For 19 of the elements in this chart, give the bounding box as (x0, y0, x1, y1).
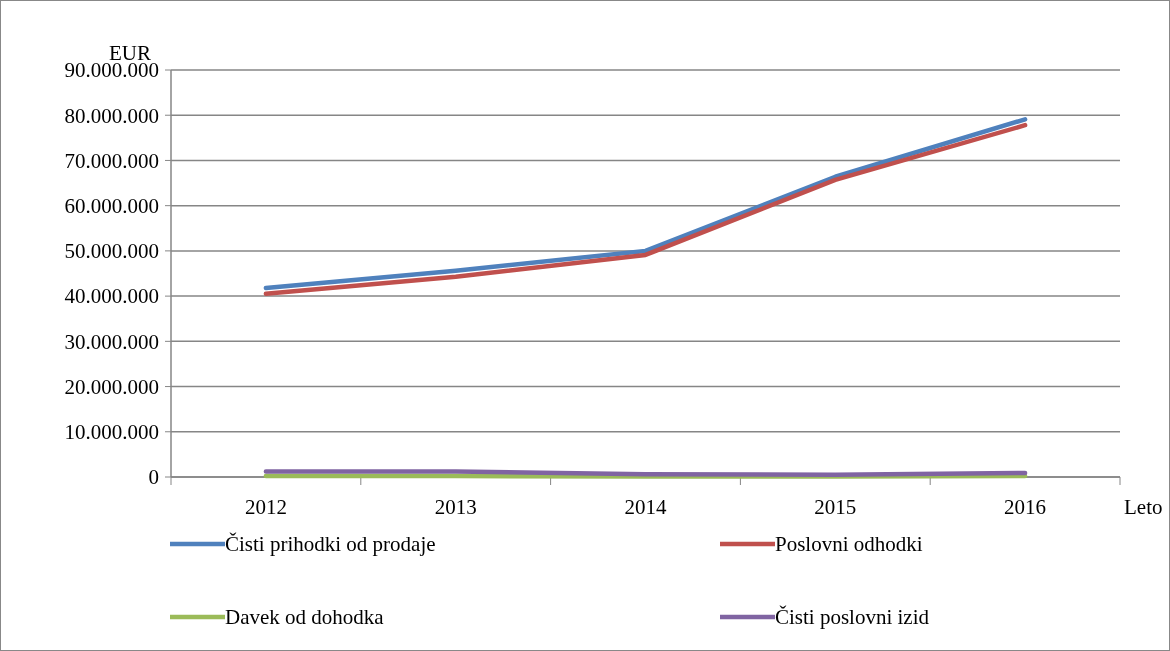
x-axis-title: Leto (1124, 495, 1163, 519)
legend-label: Čisti prihodki od prodaje (225, 532, 436, 557)
y-tick-label: 70.000.000 (64, 148, 159, 173)
x-tick-label: 2012 (244, 495, 287, 519)
x-tick-label: 2015 (814, 495, 857, 519)
legend-label: Davek od dohodka (225, 605, 385, 630)
y-tick-label: 10.000.000 (64, 420, 159, 445)
y-tick-label: 80.000.000 (64, 103, 159, 128)
y-tick-label: 60.000.000 (64, 194, 159, 219)
x-tick-label: 2016 (1004, 495, 1047, 519)
legend-label: Poslovni odhodki (775, 532, 923, 557)
y-tick-label: 20.000.000 (64, 374, 159, 399)
legend-label: Čisti poslovni izid (775, 605, 930, 630)
x-tick-label: 2014 (624, 495, 667, 519)
x-tick-label: 2013 (434, 495, 477, 519)
y-tick-label: 0 (148, 465, 159, 490)
y-tick-label: 50.000.000 (64, 239, 159, 264)
y-tick-label: 40.000.000 (64, 284, 159, 309)
y-tick-label: 30.000.000 (64, 329, 159, 354)
